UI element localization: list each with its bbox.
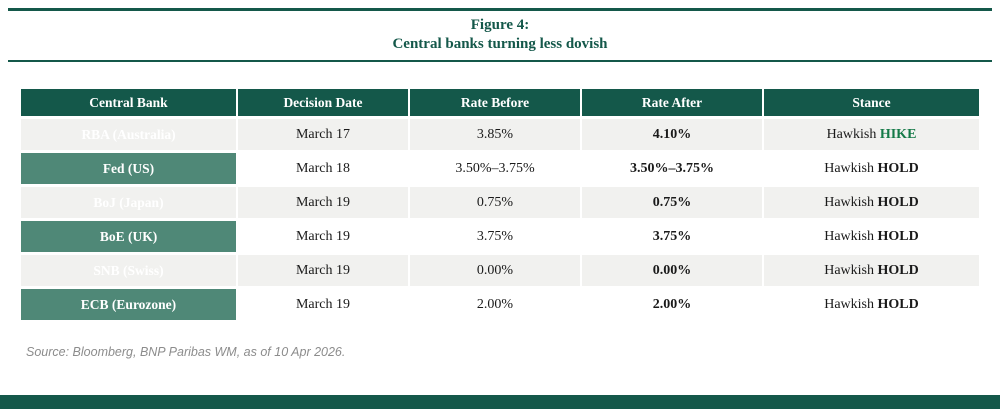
table-row-snb: SNB (Swiss) March 19 0.00% 0.00% Hawkish… xyxy=(21,255,979,286)
rate-before-cell: 0.75% xyxy=(410,187,580,218)
stance-cell: Hawkish HOLD xyxy=(764,255,979,286)
bank-cell: BoJ (Japan) xyxy=(21,187,236,218)
table-head: Central Bank Decision Date Rate Before R… xyxy=(21,89,979,116)
table-body: RBA (Australia) March 17 3.85% 4.10% Haw… xyxy=(21,119,979,320)
footer-bar xyxy=(0,395,1000,409)
stance-cell: Hawkish HIKE xyxy=(764,119,979,150)
central-banks-table: Central Bank Decision Date Rate Before R… xyxy=(19,86,981,323)
stance-prefix: Hawkish xyxy=(824,296,878,312)
stance-prefix: Hawkish xyxy=(824,228,878,244)
bank-cell: RBA (Australia) xyxy=(21,119,236,150)
rate-after-cell: 3.50%–3.75% xyxy=(582,153,762,184)
rate-after-cell: 4.10% xyxy=(582,119,762,150)
date-cell: March 19 xyxy=(238,289,408,320)
table-row-fed: Fed (US) March 18 3.50%–3.75% 3.50%–3.75… xyxy=(21,153,979,184)
rate-before-cell: 3.75% xyxy=(410,221,580,252)
stance-cell: Hawkish HOLD xyxy=(764,153,979,184)
stance-cell: Hawkish HOLD xyxy=(764,289,979,320)
table-row-ecb: ECB (Eurozone) March 19 2.00% 2.00% Hawk… xyxy=(21,289,979,320)
title-underline-rule xyxy=(8,60,992,62)
rate-after-cell: 0.00% xyxy=(582,255,762,286)
table-header-row: Central Bank Decision Date Rate Before R… xyxy=(21,89,979,116)
bank-cell: BoE (UK) xyxy=(21,221,236,252)
stance-action: HOLD xyxy=(877,160,919,176)
stance-prefix: Hawkish xyxy=(824,262,878,278)
header-rate-before: Rate Before xyxy=(410,89,580,116)
stance-action: HIKE xyxy=(879,126,917,142)
table-row-boe: BoE (UK) March 19 3.75% 3.75% Hawkish HO… xyxy=(21,221,979,252)
rate-after-cell: 2.00% xyxy=(582,289,762,320)
bank-cell: Fed (US) xyxy=(21,153,236,184)
rate-after-cell: 0.75% xyxy=(582,187,762,218)
bank-cell: ECB (Eurozone) xyxy=(21,289,236,320)
date-cell: March 19 xyxy=(238,187,408,218)
stance-action: HOLD xyxy=(877,262,919,278)
source-note: Source: Bloomberg, BNP Paribas WM, as of… xyxy=(26,345,346,359)
rate-before-cell: 2.00% xyxy=(410,289,580,320)
header-decision-date: Decision Date xyxy=(238,89,408,116)
rate-before-cell: 3.50%–3.75% xyxy=(410,153,580,184)
stance-prefix: Hawkish xyxy=(824,160,878,176)
rate-after-cell: 3.75% xyxy=(582,221,762,252)
table-row-boj: BoJ (Japan) March 19 0.75% 0.75% Hawkish… xyxy=(21,187,979,218)
date-cell: March 18 xyxy=(238,153,408,184)
date-cell: March 19 xyxy=(238,255,408,286)
stance-action: HOLD xyxy=(877,228,919,244)
stance-cell: Hawkish HOLD xyxy=(764,187,979,218)
rate-before-cell: 0.00% xyxy=(410,255,580,286)
header-central-bank: Central Bank xyxy=(21,89,236,116)
header-rate-after: Rate After xyxy=(582,89,762,116)
figure-label: Figure 4: xyxy=(470,17,530,33)
bank-cell: SNB (Swiss) xyxy=(21,255,236,286)
stance-action: HOLD xyxy=(877,194,919,210)
stance-prefix: Hawkish xyxy=(826,126,880,142)
date-cell: March 17 xyxy=(238,119,408,150)
figure-name: Central banks turning less dovish xyxy=(392,36,608,52)
header-stance: Stance xyxy=(764,89,979,116)
top-rule xyxy=(8,8,992,11)
stance-cell: Hawkish HOLD xyxy=(764,221,979,252)
table-row-rba: RBA (Australia) March 17 3.85% 4.10% Haw… xyxy=(21,119,979,150)
date-cell: March 19 xyxy=(238,221,408,252)
stance-action: HOLD xyxy=(877,296,919,312)
stance-prefix: Hawkish xyxy=(824,194,878,210)
figure-title-block: Figure 4: Central banks turning less dov… xyxy=(0,11,1000,60)
rate-before-cell: 3.85% xyxy=(410,119,580,150)
